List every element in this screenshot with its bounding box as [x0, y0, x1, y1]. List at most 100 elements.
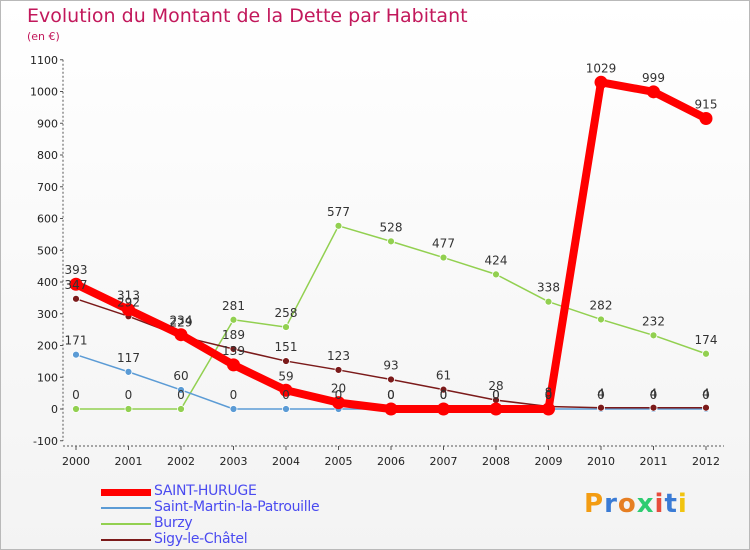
data-label: 0 [282, 388, 290, 402]
y-tick-label: 600 [37, 213, 58, 226]
data-point [282, 357, 290, 365]
data-label: 139 [222, 344, 245, 358]
data-label: 20 [331, 382, 346, 396]
y-tick-label: 100 [37, 371, 58, 384]
chart-unit: (en €) [27, 30, 60, 43]
y-tick: 0 [51, 403, 63, 416]
data-label: 0 [702, 388, 710, 402]
data-point [649, 403, 658, 412]
data-point [174, 328, 188, 342]
y-tick-label: 700 [37, 181, 58, 194]
x-tick-label: 2007 [430, 455, 458, 468]
proxiti-logo: Proxiti [584, 489, 688, 519]
data-labels: 0 0 0 281 258 577 528 477 424 338 282 232 174 171 117 6… [65, 61, 718, 402]
data-point [332, 396, 345, 410]
legend-swatch [101, 523, 151, 525]
y-tick-label: 300 [37, 308, 58, 321]
data-point [229, 405, 238, 413]
data-point [124, 367, 133, 376]
data-label: 229 [170, 315, 193, 329]
y-tick: 500 [37, 244, 63, 257]
data-point [702, 403, 710, 412]
data-point [72, 405, 80, 413]
data-point [597, 315, 605, 324]
y-tick: 100 [37, 371, 63, 384]
x-tick-label: 2009 [535, 455, 563, 468]
legend-swatch [101, 539, 151, 541]
data-label: 0 [230, 388, 238, 402]
data-label: 0 [177, 388, 185, 402]
legend-swatch [101, 507, 151, 509]
y-tick-label: 1000 [30, 86, 58, 99]
data-point [227, 358, 240, 372]
data-point [177, 386, 185, 394]
data-label: 93 [383, 358, 398, 372]
data-label: 232 [642, 314, 665, 328]
legend-label: Saint-Martin-la-Patrouille [154, 499, 320, 515]
data-label: 4 [597, 387, 605, 401]
data-label: 258 [275, 306, 298, 320]
x-tick-label: 2008 [482, 455, 510, 468]
logo-letter: r [604, 489, 618, 519]
x-tick: 2011 [640, 446, 668, 468]
y-tick-label: 400 [37, 276, 58, 289]
data-label: 61 [436, 369, 451, 383]
x-tick: 2004 [272, 446, 300, 468]
data-point [122, 303, 135, 317]
data-label: 393 [65, 263, 88, 277]
x-tick: 2000 [62, 446, 90, 468]
chart-title: Evolution du Montant de la Dette par Hab… [27, 5, 468, 27]
y-tick: 1100 [30, 54, 63, 67]
data-label: 60 [173, 369, 188, 383]
logo-letter: i [654, 489, 665, 519]
data-label: 347 [65, 278, 88, 292]
y-tick-label: 200 [37, 340, 58, 353]
y-tick-label: 500 [37, 244, 58, 257]
logo-letter: t [664, 489, 678, 519]
data-label: 189 [222, 328, 245, 342]
data-label: 123 [327, 349, 350, 363]
data-label: 59 [278, 369, 293, 383]
x-tick-label: 2001 [115, 455, 143, 468]
x-tick: 2002 [167, 446, 195, 468]
data-label: 0 [387, 388, 395, 402]
x-tick: 2008 [482, 446, 510, 468]
data-point [177, 405, 185, 413]
x-tick-label: 2006 [377, 455, 405, 468]
y-tick-label: 900 [37, 117, 58, 130]
data-point [72, 350, 80, 359]
x-tick: 2003 [220, 446, 248, 468]
axes: -100010020030040050060070080090010001100… [30, 54, 724, 468]
data-point [282, 405, 290, 413]
logo-letter: P [584, 489, 605, 519]
x-tick-label: 2012 [692, 455, 720, 468]
y-tick-label: -100 [33, 435, 58, 448]
x-tick: 2006 [377, 446, 405, 468]
data-point [492, 270, 500, 279]
data-label: 477 [432, 237, 455, 251]
logo-letter: x [636, 489, 655, 519]
y-tick-label: 1100 [30, 54, 58, 67]
data-point [72, 294, 80, 303]
data-label: 0 [650, 388, 658, 402]
data-label: 0 [597, 388, 605, 402]
data-label: 282 [590, 298, 613, 312]
data-label: 0 [387, 388, 395, 402]
data-point [594, 75, 608, 89]
data-point [437, 402, 450, 416]
data-label: 0 [545, 388, 553, 402]
x-tick: 2001 [115, 446, 143, 468]
data-point [282, 323, 290, 331]
x-tick: 2009 [535, 446, 563, 468]
legend-swatch [101, 489, 151, 496]
data-label: 0 [72, 388, 80, 402]
data-label: 0 [545, 388, 553, 402]
y-tick: 800 [37, 149, 63, 162]
data-label: 0 [492, 388, 500, 402]
x-tick-label: 2002 [167, 455, 195, 468]
data-label: 4 [702, 387, 710, 401]
legend-label: SAINT-HURUGE [154, 483, 257, 499]
data-label: 424 [485, 253, 508, 267]
data-point [597, 403, 605, 412]
